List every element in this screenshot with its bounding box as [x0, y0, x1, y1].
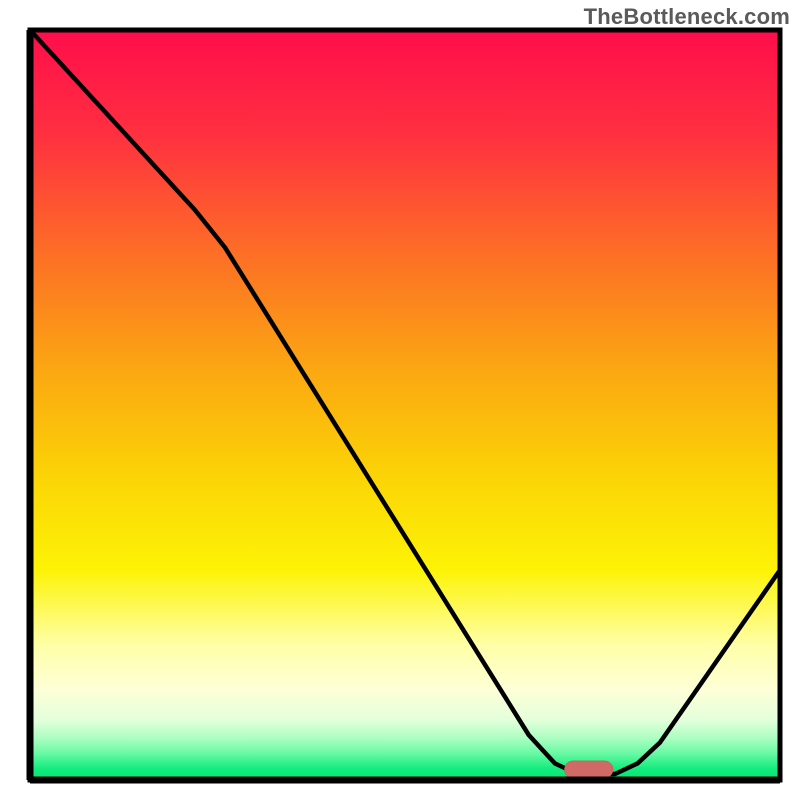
bottleneck-chart — [0, 0, 800, 800]
optimal-marker — [564, 761, 613, 778]
page-root: TheBottleneck.com — [0, 0, 800, 800]
chart-background — [30, 30, 780, 780]
watermark-text: TheBottleneck.com — [584, 4, 790, 30]
